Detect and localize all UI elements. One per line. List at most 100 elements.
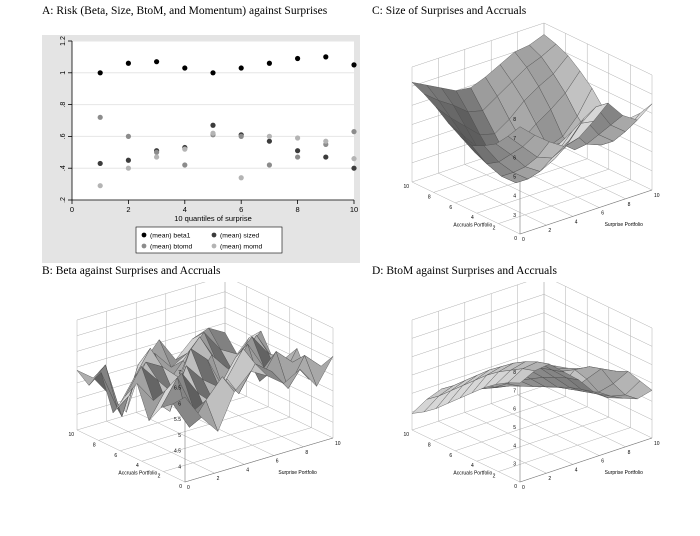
y-tick-label: 10 xyxy=(403,432,409,438)
surface-chart-b: 4 4.5 5 5.5 6 6.5 7 0 2 4 6 8 10 0 2 4 6 8 10 Surprise Port… xyxy=(68,282,341,491)
data-point xyxy=(266,162,272,168)
data-point xyxy=(210,122,216,128)
surface-patch xyxy=(507,368,536,384)
legend-box xyxy=(135,226,283,254)
y-tick-label: 1.2 xyxy=(60,36,67,46)
x-axis-title: Surprise Portfolio xyxy=(278,470,317,476)
plot-area xyxy=(72,41,354,200)
z-tick-label: 4.5 xyxy=(174,449,181,455)
data-point xyxy=(266,60,272,66)
data-point xyxy=(154,154,160,160)
data-point xyxy=(210,70,216,76)
caption-panel-d: D: BtoM against Surprises and Accruals xyxy=(372,265,557,277)
y-tick-label: .2 xyxy=(60,197,67,203)
z-gridline xyxy=(411,282,653,329)
data-point xyxy=(238,175,244,181)
legend-marker xyxy=(211,243,217,249)
x-tick-label: 0 xyxy=(522,485,525,491)
legend-marker xyxy=(211,232,217,238)
z-tick-label: 5 xyxy=(513,425,516,431)
z-gridline xyxy=(411,312,653,365)
data-point xyxy=(182,65,188,71)
data-point xyxy=(125,60,131,66)
data-point xyxy=(351,156,357,162)
y-tick-label: .8 xyxy=(60,102,67,108)
data-point xyxy=(323,154,329,160)
x-tick-label: 2 xyxy=(548,476,551,482)
y-tick-label: 2 xyxy=(493,226,496,232)
box-edge xyxy=(519,372,653,483)
y-tick-label: 6 xyxy=(114,453,117,459)
y-tick-label: 4 xyxy=(471,463,474,469)
data-point xyxy=(351,165,357,171)
x-tick-label: 2 xyxy=(217,476,220,482)
scatter-chart-panel-a: .2 .4 .6 .8 1 1.2 0 2 4 6 8 10 10 quantiles of surpr… xyxy=(42,35,360,263)
y-tick-label: 2 xyxy=(158,474,161,480)
data-point xyxy=(295,135,301,141)
z-gridline xyxy=(76,282,334,329)
legend-label: (mean) btomd xyxy=(150,244,193,251)
data-point xyxy=(266,133,272,139)
y-axis-title: Accruals Portfolio xyxy=(118,471,157,477)
data-point xyxy=(97,70,103,76)
y-tick-label: 8 xyxy=(93,442,96,448)
z-tick-label: 3 xyxy=(513,213,516,219)
x-axis-title: 10 quantiles of surprise xyxy=(174,214,252,223)
y-tick-label: 2 xyxy=(493,474,496,480)
data-point xyxy=(238,65,244,71)
y-tick-label: 0 xyxy=(514,484,517,490)
data-point xyxy=(97,183,103,189)
z-tick-label: 6 xyxy=(513,407,516,413)
z-tick-label: 7 xyxy=(513,136,516,142)
data-point xyxy=(323,54,329,60)
y-tick-label: 4 xyxy=(471,215,474,221)
z-tick-label: 6 xyxy=(513,155,516,161)
surface-patch xyxy=(507,126,536,147)
x-tick-label: 6 xyxy=(276,459,279,465)
data-point xyxy=(125,165,131,171)
y-tick-label: .6 xyxy=(60,133,67,139)
data-point xyxy=(154,59,160,65)
data-point xyxy=(295,55,301,62)
data-point xyxy=(295,154,301,160)
surface-chart-d: 3 4 5 6 7 8 0 2 4 6 8 10 0 2 4 6 8 10 Surprise Portfolio Ac… xyxy=(403,282,660,491)
z-tick-label: 6.5 xyxy=(174,386,181,392)
legend-marker xyxy=(141,243,147,249)
surface-chart-c: 3 4 5 6 7 8 0 2 4 6 8 10 0 2 4 6 8 10 Surprise Portfolio Ac… xyxy=(403,22,660,243)
surface-patch xyxy=(172,396,202,428)
z-tick-label: 6 xyxy=(178,401,181,407)
x-tick-label: 8 xyxy=(628,202,631,208)
x-tick-label: 4 xyxy=(183,205,187,214)
z-tick-label: 7 xyxy=(513,388,516,394)
x-tick-label: 2 xyxy=(126,205,130,214)
x-axis-title: Surprise Portfolio xyxy=(605,222,644,228)
y-tick-label: 10 xyxy=(68,432,74,438)
y-tick-label: 4 xyxy=(136,463,139,469)
legend-label: (mean) momd xyxy=(220,244,263,251)
data-point xyxy=(97,160,103,167)
z-tick-label: 8 xyxy=(513,370,516,376)
x-tick-label: 10 xyxy=(335,441,341,447)
z-tick-label: 7 xyxy=(178,370,181,376)
z-tick-label: 5.5 xyxy=(174,417,181,423)
data-point xyxy=(182,146,188,152)
data-point xyxy=(182,162,188,168)
z-tick-label: 4 xyxy=(513,443,516,449)
x-tick-label: 10 xyxy=(350,205,358,214)
z-tick-label: 8 xyxy=(513,117,516,123)
data-point xyxy=(295,148,301,154)
x-tick-label: 6 xyxy=(601,459,604,465)
x-tick-label: 0 xyxy=(70,205,74,214)
y-tick-label: 10 xyxy=(403,184,409,190)
data-point xyxy=(97,114,103,120)
y-tick-label: 6 xyxy=(449,453,452,459)
data-point xyxy=(351,62,357,68)
x-tick-label: 4 xyxy=(246,467,249,473)
y-axis-title: Accruals Portfolio xyxy=(453,223,492,229)
caption-panel-b: B: Beta against Surprises and Accruals xyxy=(42,265,221,277)
x-tick-label: 4 xyxy=(575,219,578,225)
x-axis-title: Surprise Portfolio xyxy=(605,470,644,476)
data-point xyxy=(323,138,329,144)
y-tick-label: 8 xyxy=(428,442,431,448)
data-point xyxy=(125,157,131,163)
